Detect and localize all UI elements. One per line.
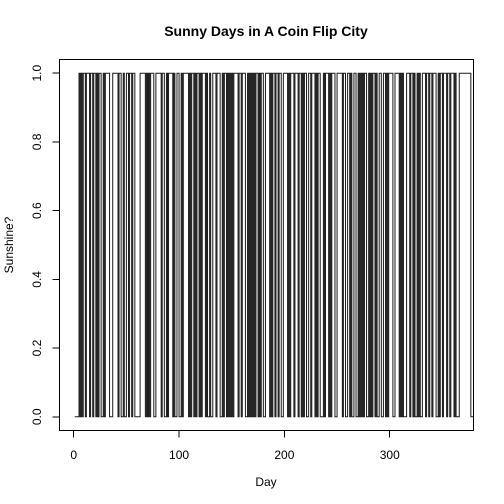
y-axis-title: Sunshine? (2, 216, 16, 273)
series-layer (74, 72, 473, 418)
y-tick-label: 0.0 (30, 408, 44, 425)
y-tick-label: 0.2 (30, 339, 44, 356)
x-tick-label: 100 (169, 448, 189, 462)
x-axis: 0 100 200 300 (70, 430, 400, 462)
x-axis-title: Day (255, 475, 276, 489)
chart-title: Sunny Days in A Coin Flip City (164, 23, 368, 39)
y-tick-label: 0.4 (30, 271, 44, 288)
y-tick-label: 0.6 (30, 202, 44, 219)
x-tick-label: 200 (274, 448, 294, 462)
series-line (74, 72, 473, 418)
x-tick-label: 300 (380, 448, 400, 462)
y-tick-label: 0.8 (30, 133, 44, 150)
x-tick-label: 0 (70, 448, 77, 462)
y-axis: 0.0 0.2 0.4 0.6 0.8 1.0 (30, 65, 60, 425)
y-tick-label: 1.0 (30, 65, 44, 82)
